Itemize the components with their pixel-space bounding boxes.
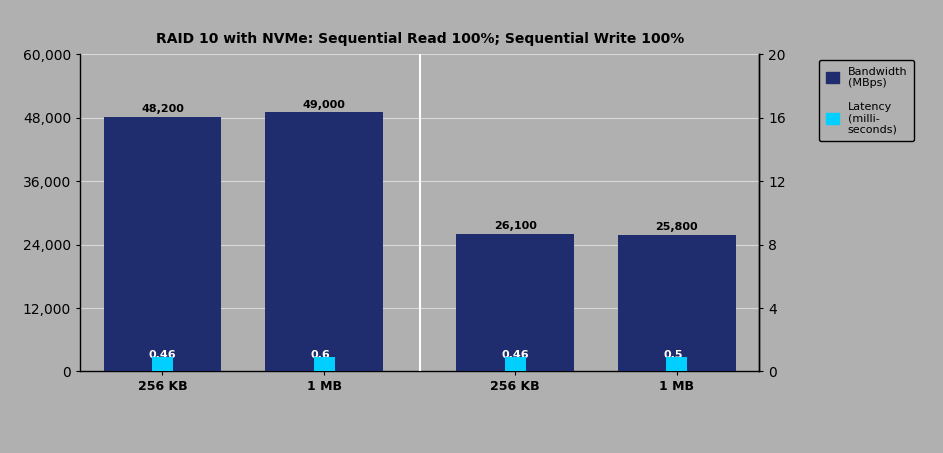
Text: 26,100: 26,100 xyxy=(494,221,537,231)
Bar xyxy=(265,112,383,371)
Legend: Bandwidth
(MBps), Latency
(milli-
seconds): Bandwidth (MBps), Latency (milli- second… xyxy=(819,60,914,141)
Text: 49,000: 49,000 xyxy=(303,100,345,110)
Text: 0.46: 0.46 xyxy=(502,350,529,360)
Text: 0.6: 0.6 xyxy=(310,350,330,360)
Bar xyxy=(505,357,526,371)
Text: 0.46: 0.46 xyxy=(149,350,176,360)
Text: 0.5: 0.5 xyxy=(663,350,683,360)
Bar xyxy=(104,117,222,371)
Bar xyxy=(667,357,687,371)
Bar xyxy=(618,235,736,371)
Bar xyxy=(313,357,335,371)
Bar xyxy=(152,357,173,371)
Bar xyxy=(456,234,574,371)
Title: RAID 10 with NVMe: Sequential Read 100%; Sequential Write 100%: RAID 10 with NVMe: Sequential Read 100%;… xyxy=(156,32,684,46)
Text: 48,200: 48,200 xyxy=(141,104,184,114)
Text: 25,800: 25,800 xyxy=(655,222,698,232)
